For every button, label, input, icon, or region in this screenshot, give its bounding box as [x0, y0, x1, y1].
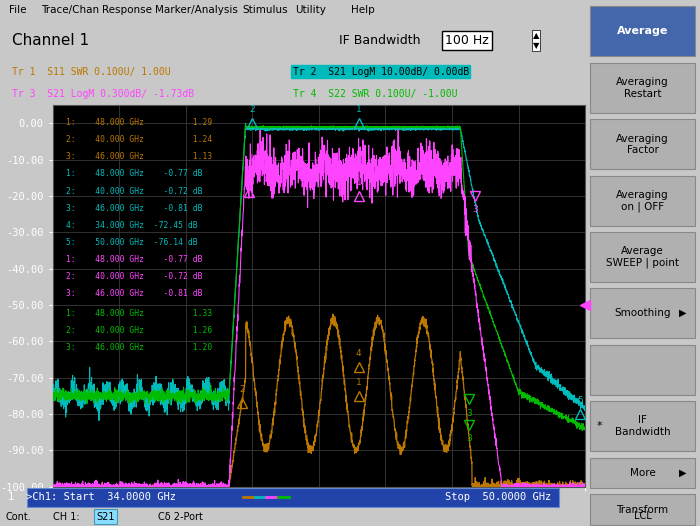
- Bar: [590, 6, 695, 56]
- Text: Tr 1  S11 SWR 0.100U/ 1.00U: Tr 1 S11 SWR 0.100U/ 1.00U: [12, 67, 170, 77]
- Text: Transform: Transform: [617, 504, 668, 515]
- Text: 3:    46.000 GHz    -0.81 dB: 3: 46.000 GHz -0.81 dB: [66, 204, 202, 213]
- Text: ▶: ▶: [679, 308, 687, 318]
- Text: Cδ 2-Port: Cδ 2-Port: [158, 512, 203, 522]
- Text: Tr 3  S21 LogM 0.300dB/ -1.73dB: Tr 3 S21 LogM 0.300dB/ -1.73dB: [12, 89, 194, 99]
- Text: 1: 1: [356, 105, 362, 114]
- Text: CH 1:: CH 1:: [52, 512, 79, 522]
- Text: 1:    48.000 GHz          1.29: 1: 48.000 GHz 1.29: [66, 118, 212, 127]
- Bar: [590, 288, 695, 338]
- Bar: [590, 63, 695, 113]
- Text: Tr 2  S21 LogM 10.00dB/ 0.00dB: Tr 2 S21 LogM 10.00dB/ 0.00dB: [293, 67, 469, 77]
- Text: Channel 1: Channel 1: [12, 33, 89, 48]
- Text: 3: 3: [466, 434, 472, 443]
- Text: 5: 5: [578, 396, 583, 405]
- Text: 3: 3: [473, 205, 478, 214]
- Text: 3:    46.000 GHz    -0.81 dB: 3: 46.000 GHz -0.81 dB: [66, 289, 202, 298]
- Text: Averaging
Restart: Averaging Restart: [616, 77, 669, 99]
- Text: File: File: [9, 5, 27, 15]
- Text: ▲
▼: ▲ ▼: [533, 31, 539, 50]
- Text: >Ch1: Start  34.0000 GHz: >Ch1: Start 34.0000 GHz: [27, 492, 176, 502]
- Text: 1:    48.000 GHz          1.33: 1: 48.000 GHz 1.33: [66, 309, 212, 318]
- Text: 4: 4: [356, 349, 362, 358]
- Text: Help: Help: [351, 5, 375, 15]
- Text: 2: 2: [249, 105, 255, 114]
- Bar: [590, 345, 695, 394]
- Text: Cont.: Cont.: [6, 512, 32, 522]
- Text: 1: 1: [8, 492, 15, 502]
- Text: 3: 3: [466, 409, 472, 418]
- Text: IF
Bandwidth: IF Bandwidth: [615, 415, 671, 437]
- Text: 1:    48.000 GHz    -0.77 dB: 1: 48.000 GHz -0.77 dB: [66, 255, 202, 264]
- Text: 2: 2: [239, 385, 245, 394]
- Text: 1: 1: [356, 178, 362, 187]
- Text: 5:    50.000 GHz  -76.14 dB: 5: 50.000 GHz -76.14 dB: [66, 238, 197, 247]
- Text: IF Bandwidth: IF Bandwidth: [340, 34, 421, 47]
- Text: S21: S21: [97, 512, 115, 522]
- Text: 2:    40.000 GHz          1.26: 2: 40.000 GHz 1.26: [66, 326, 212, 335]
- Text: 2:    40.000 GHz          1.24: 2: 40.000 GHz 1.24: [66, 135, 212, 144]
- Text: 2:    40.000 GHz    -0.72 dB: 2: 40.000 GHz -0.72 dB: [66, 272, 202, 281]
- Text: Average: Average: [617, 26, 668, 36]
- Text: 4:    34.000 GHz  -72.45 dB: 4: 34.000 GHz -72.45 dB: [66, 221, 197, 230]
- Text: Averaging
on | OFF: Averaging on | OFF: [616, 189, 669, 212]
- Bar: [590, 458, 695, 488]
- Text: LCL: LCL: [634, 511, 652, 521]
- Bar: [590, 232, 695, 282]
- Text: 100 Hz: 100 Hz: [444, 34, 489, 47]
- Text: Trace/Chan: Trace/Chan: [41, 5, 99, 15]
- Text: Stop  50.0000 GHz: Stop 50.0000 GHz: [444, 492, 551, 502]
- Text: 2: 2: [246, 174, 252, 183]
- Text: 2:    40.000 GHz    -0.72 dB: 2: 40.000 GHz -0.72 dB: [66, 187, 202, 196]
- Text: 1:    48.000 GHz    -0.77 dB: 1: 48.000 GHz -0.77 dB: [66, 169, 202, 178]
- Text: 3:    46.000 GHz          1.13: 3: 46.000 GHz 1.13: [66, 152, 212, 161]
- Text: Response: Response: [102, 5, 153, 15]
- Text: Tr 4  S22 SWR 0.100U/ -1.00U: Tr 4 S22 SWR 0.100U/ -1.00U: [293, 89, 457, 99]
- Text: Utility: Utility: [295, 5, 326, 15]
- Text: 1: 1: [356, 378, 362, 387]
- Text: ▶: ▶: [679, 468, 687, 478]
- Text: More: More: [630, 468, 655, 478]
- Text: Stimulus: Stimulus: [243, 5, 288, 15]
- Bar: [590, 119, 695, 169]
- Text: 3:    46.000 GHz          1.20: 3: 46.000 GHz 1.20: [66, 343, 212, 352]
- Text: *: *: [596, 421, 602, 431]
- Text: Smoothing: Smoothing: [615, 308, 671, 318]
- Text: Averaging
Factor: Averaging Factor: [616, 134, 669, 155]
- Text: Average
SWEEP | point: Average SWEEP | point: [606, 246, 679, 268]
- Bar: [590, 176, 695, 226]
- Bar: [590, 401, 695, 451]
- Bar: [590, 494, 695, 525]
- Text: Marker/Analysis: Marker/Analysis: [155, 5, 238, 15]
